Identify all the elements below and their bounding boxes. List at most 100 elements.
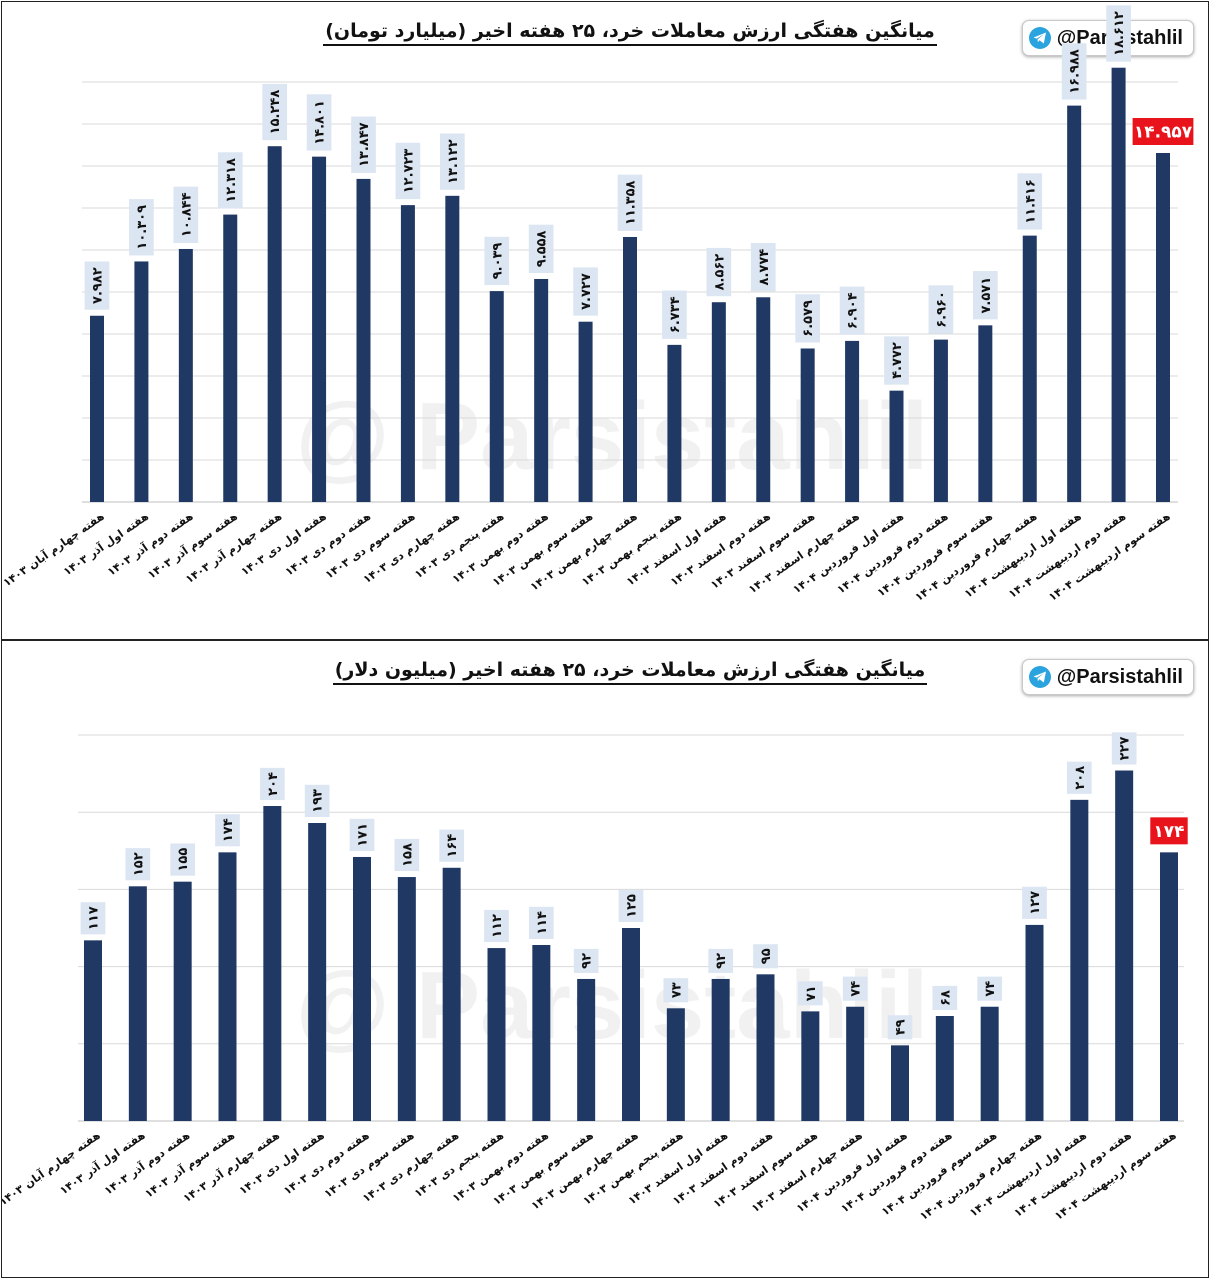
data-label-group: ۱۰.۸۴۴ [173,186,199,243]
bar [178,248,193,502]
data-label: ۱۹۳ [311,789,326,813]
bar [666,1008,685,1121]
chart-panel-dollar: @ Parsistahlil میانگین هفتگی ارزش معاملا… [1,640,1209,1278]
telegram-icon [1028,27,1051,49]
data-label-bg [708,948,734,973]
bar [223,214,238,502]
data-label: ۱۷۱ [356,823,371,847]
data-label: ۱۷۴ [221,818,236,842]
data-label-bg [528,224,554,273]
data-label-group: ۱۱.۴۱۶ [1017,173,1043,230]
data-label: ۲۰۸ [1073,766,1088,790]
data-label-bg [84,261,110,310]
data-label: ۷۴ [849,981,864,997]
bar [711,978,730,1121]
data-label-group: ۱۱.۳۵۸ [617,174,643,231]
data-label-group: ۶.۹۶۰ [928,285,954,334]
data-label: ۶.۹۰۴ [846,292,861,329]
bar [128,886,147,1121]
data-label: ۶.۵۷۹ [801,300,816,337]
data-label: ۶۸ [938,990,953,1006]
data-label-group: ۲۰۸ [1066,761,1092,794]
data-label-group: ۱۰.۳۰۹ [129,199,154,256]
data-label: ۱۵.۲۴۸ [268,90,283,135]
data-label-group: ۷۴ [842,976,868,1001]
data-label-bg [129,199,154,256]
data-label-group: ۱۶.۹۸۸ [1061,43,1087,100]
data-label-bg [1061,43,1087,100]
bar [846,1006,865,1121]
data-label: ۱۳.۱۲۲ [446,139,461,184]
data-label-group: ۶.۹۰۴ [839,286,865,335]
data-label-group: ۷.۹۸۲ [84,261,110,310]
data-label: ۸.۷۷۴ [757,249,772,286]
bar [1156,153,1170,502]
highlight-label-bg [1150,817,1188,845]
data-label-bg [439,133,465,190]
data-label-group: ۴.۷۷۲ [884,336,909,385]
data-label-bg [928,285,954,334]
chart-panel-toman: @ Parsistahlil میانگین هفتگی ارزش معاملا… [1,1,1209,640]
data-label: ۷.۵۷۱ [979,277,994,314]
data-label-group: ۷.۵۷۱ [972,271,998,320]
data-label-group: ۱۶۴ [439,829,465,862]
bar [1025,924,1044,1121]
data-label-group: ۱۱۴ [528,906,554,939]
bar [845,340,860,502]
bar [263,806,282,1121]
data-label-group: ۲۲۷ [1111,732,1137,765]
data-label: ۹۲ [714,953,729,969]
data-label-group: ۱۷۴ [215,814,240,847]
data-label-bg [1066,761,1092,794]
data-label: ۶.۹۶۰ [934,291,949,328]
data-label: ۱۴.۹۵۷ [1134,123,1193,143]
bar [487,948,506,1121]
data-label-group: ۱۲.۷۲۳ [395,142,421,200]
bar [578,321,593,502]
data-label-group: ۱۵.۲۴۸ [262,83,288,141]
data-label-bg [884,336,909,385]
data-label-bg [753,944,778,969]
bar [442,867,461,1121]
bar [711,302,726,502]
bar [397,877,416,1121]
bar [532,944,551,1121]
data-label-bg [932,985,958,1011]
data-label-bg [259,767,285,801]
bar [889,390,904,502]
data-label-group: ۶.۵۷۹ [795,294,821,343]
bar [308,823,327,1121]
data-label: ۴۹ [894,1019,909,1035]
data-label-group: ۱۵۸ [394,838,420,872]
data-label: ۱۶۴ [445,834,460,858]
data-label: ۹.۰۳۹ [490,243,505,280]
data-label-bg [262,83,288,141]
data-label: ۱۱.۴۱۶ [1023,179,1038,224]
data-label: ۹۵ [759,948,774,964]
bar [445,195,460,502]
data-label-bg [484,236,510,286]
bar [134,261,149,502]
bar [667,344,682,502]
data-label: ۱۳.۸۴۷ [357,122,372,167]
data-label: ۹۲ [580,953,595,969]
data-label-bg [306,94,332,151]
data-label-bg [80,902,106,935]
data-label-bg [618,889,644,922]
bar [90,315,104,502]
data-label-bg [349,818,375,851]
data-label: ۷.۹۸۲ [91,267,106,304]
data-label: ۱۱۷ [87,906,102,930]
data-label-bg [170,843,196,876]
data-label-bg [215,814,240,847]
data-label-bg [528,906,554,939]
bar [84,940,102,1121]
data-label-bg [125,848,151,881]
data-label-group: ۱۲۵ [618,889,644,922]
data-label-group: ۶۸ [932,985,958,1011]
data-label: ۱۸.۶۱۲ [1112,11,1127,56]
bar [1022,235,1037,503]
bar [400,205,415,502]
data-label-group: ۹۲ [708,948,734,973]
